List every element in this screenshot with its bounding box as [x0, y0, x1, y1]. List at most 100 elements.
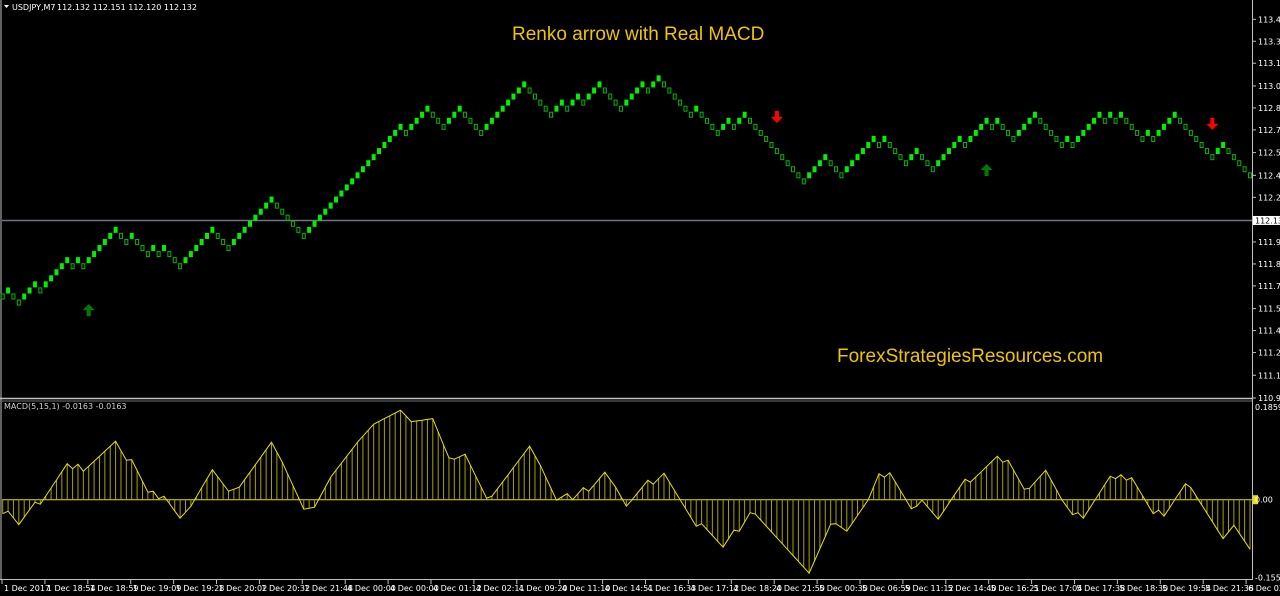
renko-bricks — [0, 75, 1252, 306]
collapse-triangle-icon[interactable] — [4, 5, 9, 8]
renko-brick-up — [941, 154, 946, 161]
renko-brick-up — [199, 238, 204, 245]
price-tick-label: 112.285 — [1258, 193, 1280, 202]
renko-brick-up — [328, 202, 333, 209]
renko-brick-up — [194, 245, 199, 252]
price-tick-label: 111.260 — [1258, 349, 1280, 358]
renko-brick-up — [812, 166, 817, 173]
renko-brick-down — [1124, 117, 1129, 124]
time-tick-label: 1 Dec 2017 — [4, 584, 50, 593]
time-tick-label: 5 Dec 06:59 — [862, 584, 911, 593]
renko-brick-down — [828, 160, 833, 167]
symbol-header[interactable]: USDJPY,M7 112.132 112.151 112.120 112.13… — [4, 3, 197, 12]
price-tick-label: 113.315 — [1258, 37, 1280, 46]
time-tick-label: 1 Dec 20:02 — [219, 584, 268, 593]
sell-arrow-icon — [770, 111, 783, 124]
renko-brick-down — [887, 142, 892, 149]
renko-brick-down — [285, 214, 290, 221]
price-tick-label: 113.020 — [1258, 82, 1280, 91]
renko-brick-up — [210, 226, 215, 233]
renko-brick-up — [1086, 123, 1091, 130]
renko-brick-up — [559, 99, 564, 106]
renko-brick-up — [231, 238, 236, 245]
renko-brick-up — [113, 226, 118, 233]
time-tick-label: 4 Dec 21:50 — [776, 584, 825, 593]
time-tick-label: 4 Dec 00:00 — [390, 584, 439, 593]
renko-brick-down — [145, 251, 150, 258]
renko-brick-up — [59, 263, 64, 270]
renko-brick-down — [839, 172, 844, 179]
renko-brick-down — [1242, 166, 1247, 173]
price-tick-label: 111.700 — [1258, 282, 1280, 291]
renko-brick-down — [785, 160, 790, 167]
renko-brick-down — [764, 135, 769, 142]
renko-brick-up — [495, 111, 500, 118]
renko-brick-up — [742, 111, 747, 118]
price-tick-label: 112.430 — [1258, 171, 1280, 180]
renko-brick-down — [667, 87, 672, 94]
renko-brick-down — [11, 293, 16, 300]
buy-arrow-icon — [980, 164, 993, 177]
renko-brick-up — [694, 105, 699, 112]
renko-brick-up — [575, 93, 580, 100]
renko-brick-down — [748, 117, 753, 124]
renko-brick-down — [436, 117, 441, 124]
renko-brick-down — [731, 123, 736, 130]
renko-brick-down — [479, 129, 484, 136]
renko-brick-up — [850, 160, 855, 167]
renko-brick-up — [489, 117, 494, 124]
renko-brick-down — [221, 238, 226, 245]
renko-brick-down — [903, 160, 908, 167]
renko-brick-up — [1161, 123, 1166, 130]
renko-brick-down — [430, 111, 435, 118]
renko-brick-up — [377, 148, 382, 155]
price-tick-label: 112.730 — [1258, 126, 1280, 135]
renko-brick-down — [645, 87, 650, 94]
renko-brick-up — [624, 99, 629, 106]
renko-brick-up — [108, 232, 113, 239]
renko-brick-up — [129, 232, 134, 239]
renko-brick-up — [882, 135, 887, 142]
renko-brick-up — [629, 93, 634, 100]
renko-brick-down — [1151, 135, 1156, 142]
renko-brick-down — [124, 238, 129, 245]
renko-brick-up — [32, 281, 37, 288]
renko-brick-down — [543, 105, 548, 112]
renko-brick-up — [264, 202, 269, 209]
renko-brick-down — [565, 105, 570, 112]
renko-brick-down — [618, 105, 623, 112]
time-tick-label: 5 Dec 18:30 — [1119, 584, 1168, 593]
renko-brick-down — [710, 123, 715, 130]
renko-brick-up — [984, 117, 989, 124]
time-tick-label: 5 Dec 00:30 — [819, 584, 868, 593]
renko-brick-up — [597, 81, 602, 88]
renko-brick-down — [473, 123, 478, 130]
signal-arrows — [82, 111, 1219, 317]
renko-brick-down — [403, 129, 408, 136]
renko-brick-up — [339, 190, 344, 197]
renko-brick-up — [204, 232, 209, 239]
renko-brick-up — [860, 148, 865, 155]
renko-brick-up — [586, 93, 591, 100]
symbol-label: USDJPY,M7 — [12, 3, 56, 12]
renko-brick-up — [1022, 123, 1027, 130]
renko-brick-up — [1172, 111, 1177, 118]
current-price-tag: 112.132 — [1253, 215, 1280, 225]
renko-brick-down — [301, 232, 306, 239]
price-tick-label: 111.405 — [1258, 327, 1280, 336]
renko-brick-down — [1237, 160, 1242, 167]
renko-brick-up — [75, 257, 80, 264]
renko-brick-up — [844, 166, 849, 173]
renko-brick-up — [823, 154, 828, 161]
renko-brick-up — [1156, 129, 1161, 136]
renko-brick-up — [248, 220, 253, 227]
current-price-label-bg — [1253, 215, 1280, 225]
renko-brick-up — [1075, 135, 1080, 142]
renko-brick-up — [726, 117, 731, 124]
renko-brick-down — [780, 154, 785, 161]
renko-brick-up — [307, 226, 312, 233]
renko-brick-up — [371, 154, 376, 161]
renko-brick-down — [661, 81, 666, 88]
